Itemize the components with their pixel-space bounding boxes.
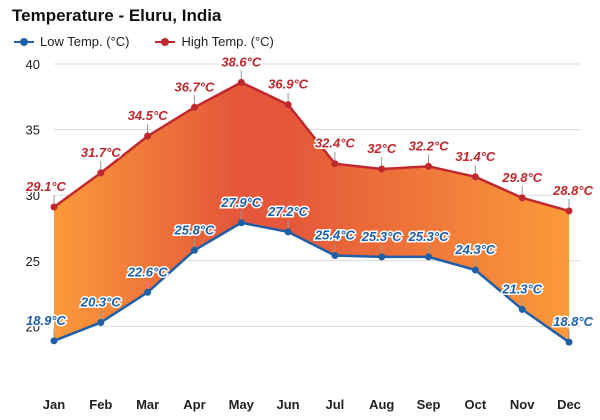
data-label-high: 32°C (367, 141, 397, 156)
y-tick-label: 25 (26, 254, 40, 269)
x-tick-label: Nov (510, 397, 535, 412)
legend-item-low[interactable]: Low Temp. (°C) (14, 34, 129, 49)
data-label-low: 21.3°C (501, 281, 543, 296)
data-label-low: 18.9°C (26, 313, 67, 328)
x-tick-label: Jul (326, 397, 345, 412)
data-point-low[interactable] (471, 266, 479, 274)
data-label-high: 31.4°C (455, 149, 496, 164)
y-tick-label: 20 (26, 319, 40, 334)
data-point-low[interactable] (97, 318, 105, 326)
data-point-low[interactable] (518, 305, 526, 313)
data-point-high[interactable] (378, 165, 386, 173)
data-point-high[interactable] (50, 203, 58, 211)
x-tick-label: Feb (89, 397, 112, 412)
data-point-low[interactable] (50, 337, 58, 345)
data-point-low[interactable] (190, 246, 198, 254)
data-label-low: 27.9°C (220, 195, 262, 210)
data-label-high: 31.7°C (81, 145, 122, 160)
data-label-low: 18.8°C (553, 314, 594, 329)
data-point-low[interactable] (378, 253, 386, 261)
data-point-high[interactable] (331, 160, 339, 168)
legend-label-high: High Temp. (°C) (181, 34, 274, 49)
x-tick-label: Apr (183, 397, 205, 412)
y-tick-label: 40 (26, 57, 40, 72)
series-lines (53, 80, 570, 344)
data-label-high: 34.5°C (128, 108, 169, 123)
x-tick-label: Sep (417, 397, 441, 412)
data-label-high: 36.7°C (175, 79, 216, 94)
data-point-low[interactable] (237, 219, 245, 227)
x-tick-label: Mar (136, 397, 159, 412)
data-point-high[interactable] (565, 207, 573, 215)
chart-title: Temperature - Eluru, India (12, 6, 222, 25)
data-label-high: 29.1°C (25, 179, 67, 194)
data-point-high[interactable] (284, 101, 292, 109)
data-label-high: 32.2°C (409, 138, 450, 153)
x-tick-label: Aug (369, 397, 394, 412)
data-label-low: 25.8°C (174, 222, 216, 237)
series-line-high (53, 80, 570, 213)
data-label-low: 25.3°C (361, 229, 403, 244)
data-label-low: 24.3°C (454, 242, 496, 257)
x-tick-label: May (229, 397, 255, 412)
data-point-high[interactable] (97, 169, 105, 177)
legend-item-high[interactable]: High Temp. (°C) (155, 34, 274, 49)
series-points (50, 70, 573, 346)
data-label-low: 22.6°C (127, 264, 169, 279)
data-label-high: 29.8°C (501, 170, 543, 185)
data-point-low[interactable] (565, 338, 573, 346)
data-label-low: 25.4°C (314, 228, 356, 243)
temperature-band (54, 82, 569, 343)
data-point-high[interactable] (237, 78, 245, 86)
data-point-high[interactable] (518, 194, 526, 202)
y-tick-label: 35 (26, 123, 40, 138)
legend-label-low: Low Temp. (°C) (40, 34, 130, 49)
legend-swatch-high (155, 37, 176, 46)
data-label-high: 28.8°C (552, 183, 594, 198)
y-tick-label: 30 (26, 188, 40, 203)
series-line-low (53, 221, 570, 344)
y-axis-ticks: 20 25 30 35 40 (26, 57, 40, 334)
data-point-high[interactable] (425, 162, 433, 170)
data-label-high: 38.6°C (221, 54, 262, 69)
data-point-low[interactable] (425, 253, 433, 261)
data-point-high[interactable] (471, 173, 479, 181)
data-label-low: 27.2°C (267, 204, 309, 219)
x-axis-ticks: Jan Feb Mar Apr May Jun Jul Aug Sep Oct Nov Dec (43, 397, 581, 412)
data-label-low: 20.3°C (80, 294, 122, 309)
x-tick-label: Jan (43, 397, 65, 412)
data-label-high: 32.4°C (315, 136, 356, 151)
chart-legend: Low Temp. (°C) High Temp. (°C) (14, 34, 300, 49)
legend-swatch-low (14, 37, 34, 46)
data-point-high[interactable] (144, 132, 152, 140)
data-point-low[interactable] (144, 288, 152, 296)
x-tick-label: Dec (557, 397, 581, 412)
x-tick-label: Jun (277, 397, 300, 412)
data-point-low[interactable] (284, 228, 292, 236)
x-tick-label: Oct (465, 397, 487, 412)
data-point-low[interactable] (331, 252, 339, 260)
data-labels: 29.1°C 31.7°C 34.5°C 36.7°C 38.6°C 36.9°C 32.4… (24, 53, 596, 331)
data-label-high: 36.9°C (268, 77, 309, 92)
data-label-low: 25.3°C (408, 229, 450, 244)
temperature-range-area (54, 82, 569, 343)
data-point-high[interactable] (190, 103, 198, 111)
